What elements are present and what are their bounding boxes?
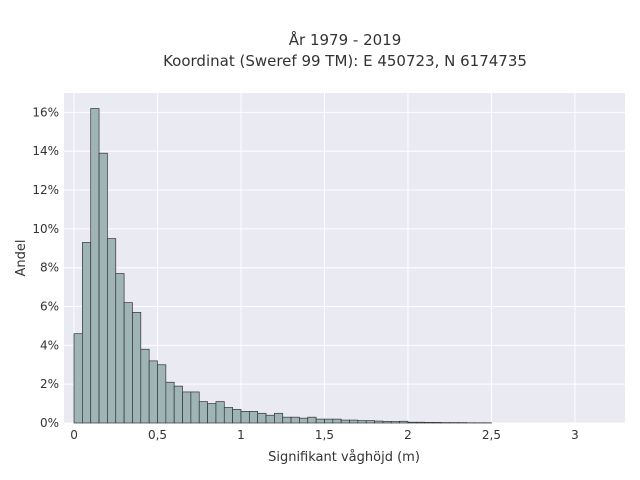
histogram-bar (190, 391, 200, 424)
histogram-bar (299, 417, 309, 424)
x-tick-label: 1,5 (315, 428, 334, 442)
bars-group (73, 108, 492, 424)
histogram-bar (357, 420, 367, 424)
histogram-bar (349, 419, 359, 424)
y-tick-label: 0% (40, 416, 59, 430)
histogram-bar (407, 421, 417, 424)
histogram-bar (432, 422, 442, 424)
histogram-bar (115, 273, 125, 424)
histogram-bar (132, 312, 142, 424)
histogram-bar (424, 422, 434, 424)
histogram-bar (399, 420, 409, 424)
y-tick-label: 8% (40, 261, 59, 275)
y-axis-ticks: 0% 2% 4% 6% 8% 10% 12% 14% 16% (32, 105, 59, 430)
histogram-bar (215, 401, 225, 424)
histogram-bar (365, 420, 375, 424)
x-tick-label: 2,5 (482, 428, 501, 442)
histogram-bar (148, 360, 158, 424)
x-tick-label: 0 (70, 428, 78, 442)
histogram-bar (290, 416, 300, 424)
histogram-bar (107, 238, 117, 424)
histogram-bar (340, 419, 350, 424)
histogram-bar (98, 152, 108, 424)
y-tick-label: 10% (32, 222, 59, 236)
y-axis-label: Andel (14, 240, 29, 277)
y-tick-label: 4% (40, 338, 59, 352)
histogram-bar (157, 364, 167, 424)
histogram-bar (198, 401, 208, 424)
histogram-bar (265, 414, 275, 424)
chart-title-line1: År 1979 - 2019 (289, 30, 402, 49)
x-axis-ticks: 0 0,5 1 1,5 2 2,5 3 (70, 428, 579, 442)
histogram-bar (274, 412, 284, 424)
histogram-bar (173, 385, 183, 424)
histogram-bar (123, 302, 133, 424)
histogram-bar (73, 333, 83, 424)
histogram-bar (248, 411, 259, 424)
histogram-bar (382, 421, 392, 424)
histogram-bar (240, 411, 250, 424)
y-tick-label: 14% (32, 144, 59, 158)
histogram-bar (207, 403, 217, 424)
y-tick-label: 12% (32, 183, 59, 197)
histogram-bar (332, 418, 342, 424)
histogram-bar (315, 418, 325, 424)
y-tick-label: 6% (40, 300, 59, 314)
x-tick-label: 1 (237, 428, 245, 442)
x-axis-label: Signifikant våghöjd (m) (268, 450, 420, 465)
histogram-bar (307, 416, 317, 424)
histogram-bar (390, 421, 400, 424)
histogram-bar (415, 421, 425, 424)
x-tick-label: 0,5 (148, 428, 167, 442)
x-tick-label: 3 (571, 428, 579, 442)
histogram-bar (282, 416, 292, 424)
y-tick-label: 16% (32, 105, 59, 119)
histogram-bar (90, 108, 100, 424)
histogram-bar (232, 409, 242, 424)
histogram-bar (82, 242, 92, 424)
histogram-bar (257, 412, 267, 424)
histogram-bar (140, 348, 150, 424)
x-tick-label: 2 (404, 428, 412, 442)
histogram-bar (374, 420, 384, 424)
histogram-bar (165, 381, 175, 424)
histogram-bar (223, 407, 233, 424)
chart-title-line2: Koordinat (Sweref 99 TM): E 450723, N 61… (163, 52, 527, 70)
histogram-bar (182, 391, 192, 424)
histogram-bar (324, 418, 334, 424)
y-tick-label: 2% (40, 377, 59, 391)
